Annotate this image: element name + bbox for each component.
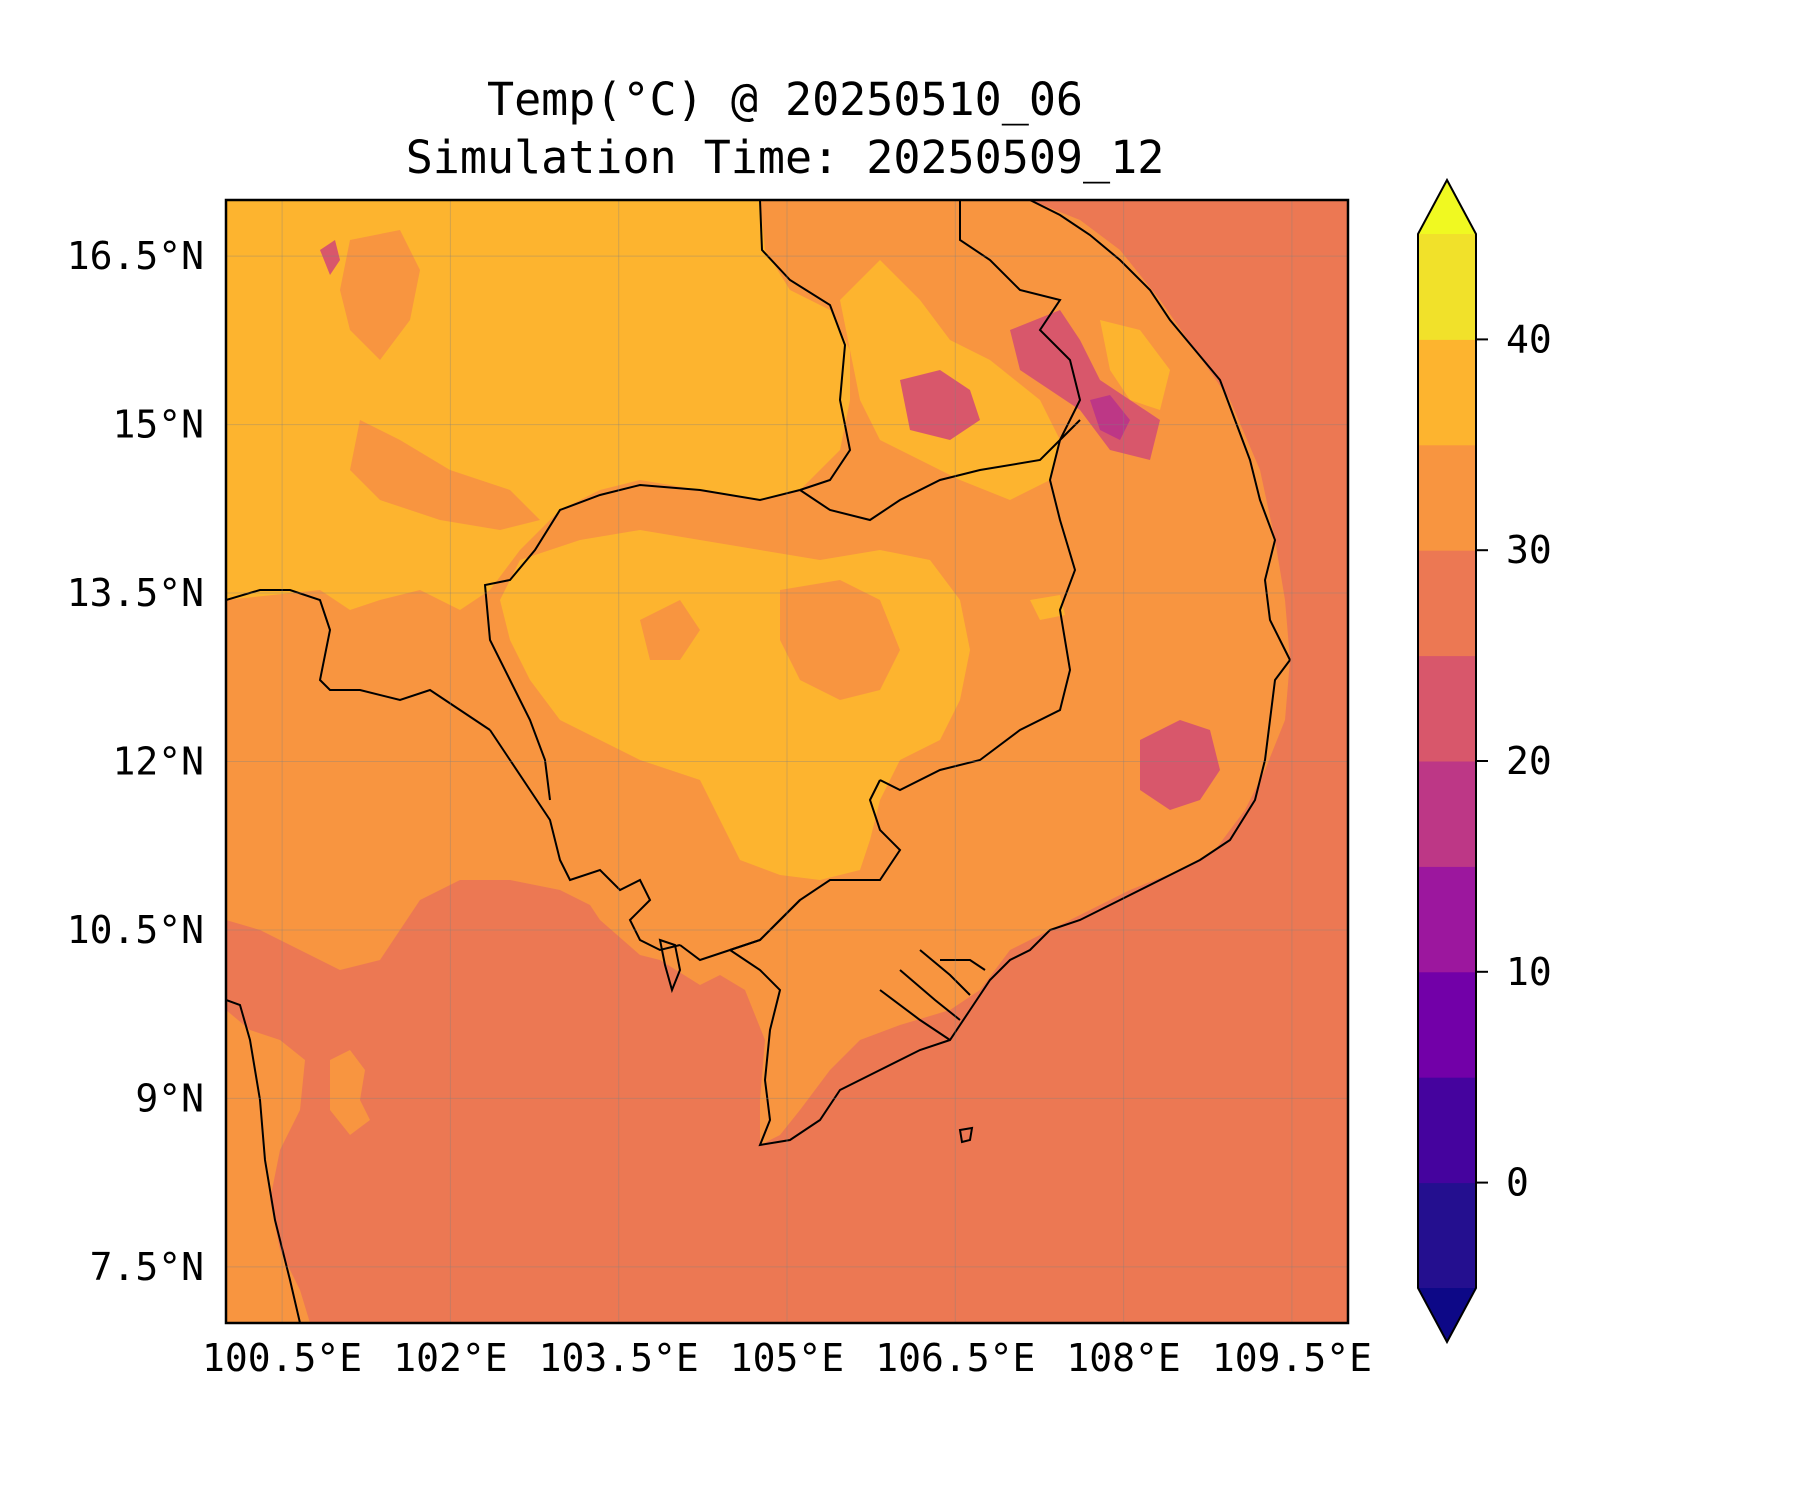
coastline-mekong-delta [729, 659, 1291, 1147]
map-title: Temp(°C) @ 20250510_06 [486, 73, 1084, 126]
coastline-peninsula-west [226, 999, 301, 1323]
colorbar-segment [1418, 339, 1476, 446]
temperature-field-20-25-highlands-laos [900, 370, 980, 440]
temperature-field-20-25-highlands-south [1140, 720, 1220, 810]
colorbar-segment [1418, 1077, 1476, 1184]
colorbar-segment [1418, 444, 1476, 551]
coastline-vietnam-central [1029, 200, 1291, 661]
colorbar-segment [1418, 1182, 1476, 1289]
colorbar-extend-max [1418, 180, 1476, 234]
temperature-field-35-40-vn-coast [1100, 320, 1170, 410]
latitude-tick-label: 10.5°N [67, 908, 204, 952]
colorbar-extend-min [1418, 1288, 1476, 1342]
temperature-colorbar: 0 10 20 30 40 [1417, 177, 1552, 1345]
temperature-field-20-25-patch-west [320, 240, 340, 275]
latitude-tick-label: 15°N [112, 403, 204, 447]
longitude-tick-labels: 100.5°E 102°E 103.5°E 105°E 106.5°E 108°E 109.… [202, 1336, 1372, 1380]
temperature-field-30-35-pocket-west [340, 230, 420, 360]
colorbar-tick-label: 20 [1506, 739, 1552, 783]
longitude-tick-label: 106.5°E [875, 1336, 1035, 1380]
colorbar-segment [1418, 655, 1476, 762]
country-border-laos-cambodia [799, 419, 1081, 522]
country-border-laos-vietnam [879, 200, 1082, 792]
temperature-field-30-35-pocket-center [640, 600, 700, 660]
temperature-field-30-35-pocket-central [780, 580, 900, 700]
map-subtitle: Simulation Time: 20250509_12 [405, 131, 1165, 184]
longitude-tick-label: 105°E [730, 1336, 844, 1380]
latitude-tick-labels: 16.5°N 15°N 13.5°N 12°N 10.5°N 9°N 7.5°N [67, 234, 204, 1289]
longitude-tick-label: 109.5°E [1212, 1336, 1372, 1380]
colorbar-segment [1418, 971, 1476, 1078]
temperature-field-30-35-patch [330, 1050, 370, 1135]
longitude-tick-label: 102°E [393, 1336, 507, 1380]
country-border-thailand-laos [759, 200, 852, 491]
longitude-tick-label: 108°E [1066, 1336, 1180, 1380]
map-area [226, 200, 1348, 1323]
island-phu-quoc [658, 938, 682, 994]
latitude-tick-label: 7.5°N [90, 1245, 204, 1289]
coastlines-and-borders [226, 200, 1291, 1323]
longitude-tick-label: 100.5°E [202, 1336, 362, 1380]
map-frame [224, 198, 1350, 1325]
latitude-tick-label: 16.5°N [67, 234, 204, 278]
colorbar-outline [1417, 177, 1477, 1345]
coastline-thailand-gulf [489, 729, 681, 952]
latitude-tick-label: 9°N [135, 1076, 204, 1120]
country-border-thailand-cambodia [483, 483, 801, 801]
temperature-field-30-35-pocket-north [350, 420, 540, 530]
country-border-thailand-myanmar [226, 589, 491, 731]
colorbar-segment [1418, 234, 1476, 340]
colorbar-segment [1418, 550, 1476, 657]
colorbar-tick-label: 30 [1506, 528, 1552, 572]
colorbar-tick-label: 40 [1506, 317, 1552, 361]
temperature-field-15-20-peak-north [1090, 395, 1130, 440]
colorbar-segment [1418, 761, 1476, 867]
map-gridlines [226, 200, 1348, 1323]
island-southern [958, 1126, 974, 1144]
longitude-tick-label: 103.5°E [539, 1336, 699, 1380]
delta-river-channels [879, 949, 986, 1041]
colorbar-tick-label: 0 [1506, 1161, 1529, 1205]
temperature-field-30-35-west-coast [226, 1010, 310, 1323]
latitude-tick-label: 12°N [112, 740, 204, 784]
colorbar-segment [1418, 866, 1476, 973]
temperature-field-35-40-inland [1030, 595, 1065, 620]
colorbar-tick-label: 10 [1506, 950, 1552, 994]
latitude-tick-label: 13.5°N [67, 571, 204, 615]
